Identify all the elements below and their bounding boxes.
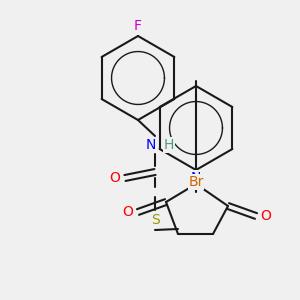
- Text: O: O: [110, 171, 120, 185]
- Text: O: O: [123, 205, 134, 219]
- Text: Br: Br: [188, 175, 204, 189]
- Text: H: H: [164, 138, 174, 152]
- Text: O: O: [261, 209, 272, 223]
- Text: F: F: [134, 19, 142, 33]
- Text: S: S: [151, 213, 159, 227]
- Text: N: N: [191, 171, 201, 185]
- Text: N: N: [146, 138, 156, 152]
